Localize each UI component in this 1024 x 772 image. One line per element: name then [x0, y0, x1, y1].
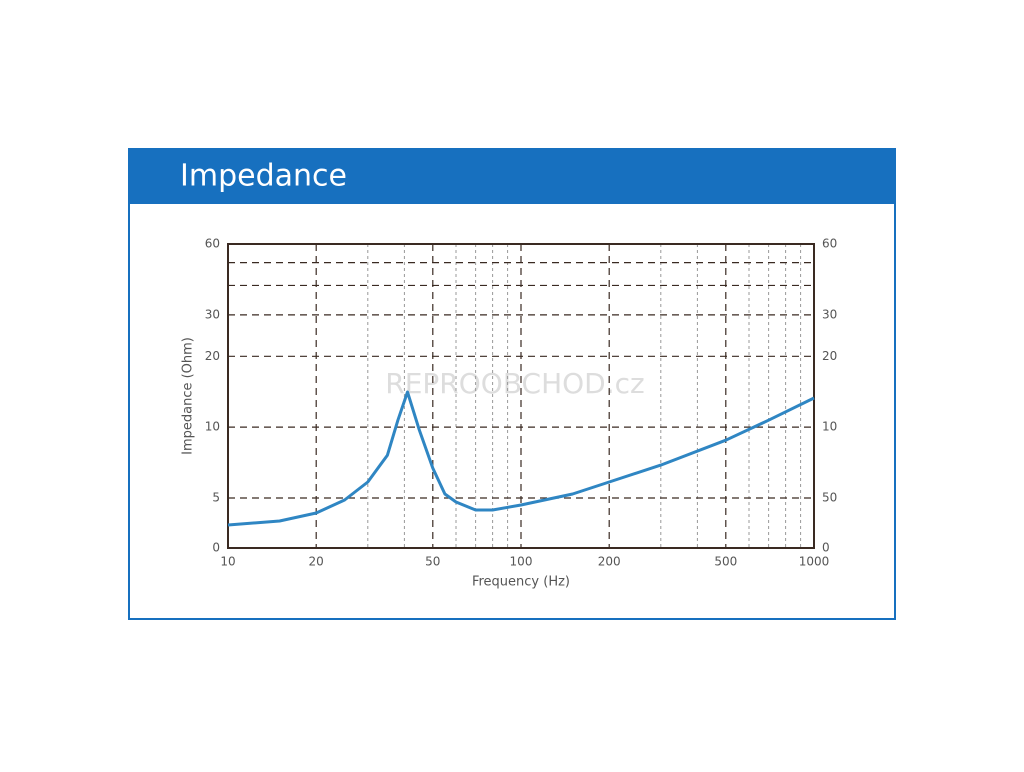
watermark: REPROOBCHOD.cz: [385, 367, 644, 400]
x-tick-label: 100: [510, 555, 533, 569]
y2-tick-label: 60: [822, 237, 837, 251]
y-axis-label: Impedance (Ohm): [181, 337, 196, 455]
y2-tick-label: 50: [822, 491, 837, 505]
x-tick-label: 20: [309, 555, 324, 569]
x-tick-label: 200: [598, 555, 621, 569]
y2-tick-label: 10: [822, 420, 837, 434]
plot-frame: [227, 243, 815, 549]
header: [128, 148, 896, 204]
y-tick-label: 30: [205, 307, 220, 321]
y-tick-label: 5: [212, 491, 220, 505]
y2-tick-label: 20: [822, 349, 837, 363]
panel: [128, 148, 896, 620]
y2-tick-label: 0: [822, 541, 830, 555]
chart-title: Impedance: [180, 159, 347, 194]
x-tick-label: 500: [714, 555, 737, 569]
y2-tick-label: 30: [822, 307, 837, 321]
y-tick-label: 60: [205, 237, 220, 251]
y-tick-label: 10: [205, 420, 220, 434]
y-tick-label: 20: [205, 349, 220, 363]
impedance-line: [227, 390, 815, 527]
x-tick-label: 50: [425, 555, 440, 569]
x-tick-label: 10: [220, 555, 235, 569]
y-tick-label: 0: [212, 541, 220, 555]
x-axis-label: Frequency (Hz): [472, 575, 570, 590]
x-tick-label: 1000: [799, 555, 830, 569]
